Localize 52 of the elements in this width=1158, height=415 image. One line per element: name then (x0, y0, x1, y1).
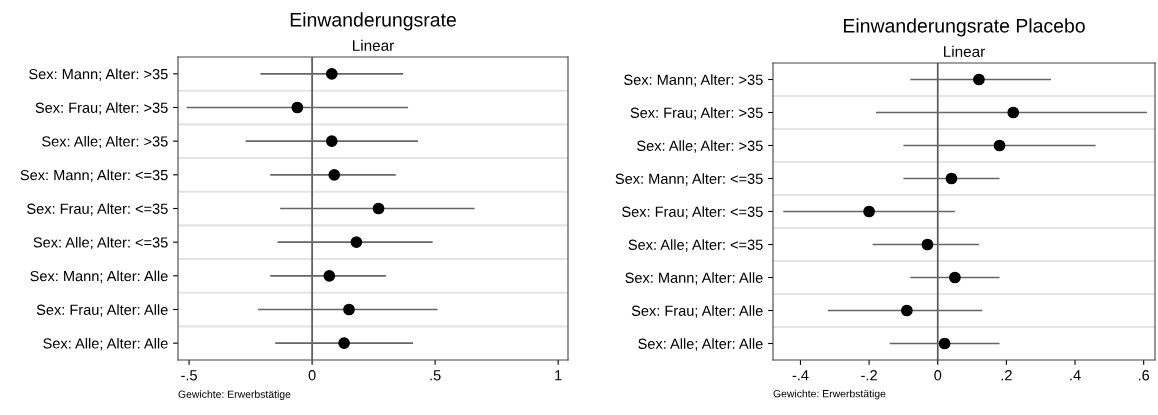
y-tick-label: Sex: Mann; Alter: Alle (625, 272, 763, 285)
point (323, 269, 336, 282)
y-tick-label: Sex: Mann; Alter: >35 (624, 74, 763, 87)
text: Gewichte: Erwerbstätige (773, 389, 886, 400)
y-tick-label: Sex: Frau; Alter: Alle (631, 305, 763, 318)
y-tick-label: Sex: Alle; Alter: <=35 (628, 239, 763, 252)
point (1007, 106, 1020, 119)
point (325, 67, 338, 80)
x-tick-label: .2 (1001, 370, 1012, 381)
x-tick-label: -.2 (861, 370, 877, 381)
y-tick-label: Sex: Mann; Alter: >35 (29, 68, 168, 81)
point (949, 271, 961, 284)
point (338, 337, 350, 350)
x-tick-label: 0 (308, 370, 316, 381)
x-tick-label: 1 (555, 370, 562, 381)
point (993, 139, 1006, 152)
y-tick-label: Sex: Frau; Alter: >35 (630, 107, 763, 120)
x-tick-label: -.5 (181, 370, 197, 381)
point (328, 168, 341, 181)
point (901, 304, 913, 317)
x-tick-label: .4 (1070, 370, 1081, 381)
x-tick-label: 0 (934, 370, 942, 381)
point (291, 101, 304, 114)
y-tick-label: Sex: Mann; Alter: Alle (30, 270, 168, 283)
chart-title: Einwanderungsrate Placebo (843, 18, 1085, 37)
point (350, 236, 363, 249)
point (343, 303, 355, 316)
text: Gewichte: Erwerbstätige (178, 390, 291, 401)
y-tick-label: Sex: Mann; Alter: <=35 (20, 169, 168, 182)
chart-title: Einwanderungsrate (290, 12, 456, 31)
point (945, 172, 958, 185)
y-tick-label: Sex: Alle; Alter: Alle (43, 337, 168, 351)
chart-subtitle: Linear (353, 39, 394, 51)
y-tick-label: Sex: Frau; Alter: <=35 (27, 203, 168, 216)
point (973, 73, 985, 86)
point (921, 238, 934, 251)
y-tick-label: Sex: Alle; Alter: Alle (638, 338, 763, 351)
y-tick-label: Sex: Frau; Alter: >35 (35, 102, 168, 115)
y-tick-label: Sex: Mann; Alter: <=35 (615, 173, 763, 186)
y-tick-label: Sex: Alle; Alter: >35 (637, 140, 763, 153)
x-tick-label: -.4 (792, 370, 809, 381)
point (325, 135, 338, 148)
point (863, 205, 875, 218)
y-tick-label: Sex: Frau; Alter: <=35 (622, 206, 763, 219)
point (938, 337, 951, 350)
chart-subtitle: Linear (944, 45, 985, 58)
point (372, 202, 385, 215)
y-tick-label: Sex: Alle; Alter: <=35 (33, 236, 168, 250)
y-tick-label: Sex: Frau; Alter: Alle (36, 304, 168, 317)
x-tick-label: .5 (430, 370, 441, 381)
x-tick-label: .6 (1138, 370, 1150, 381)
y-tick-label: Sex: Alle; Alter: >35 (42, 135, 168, 149)
